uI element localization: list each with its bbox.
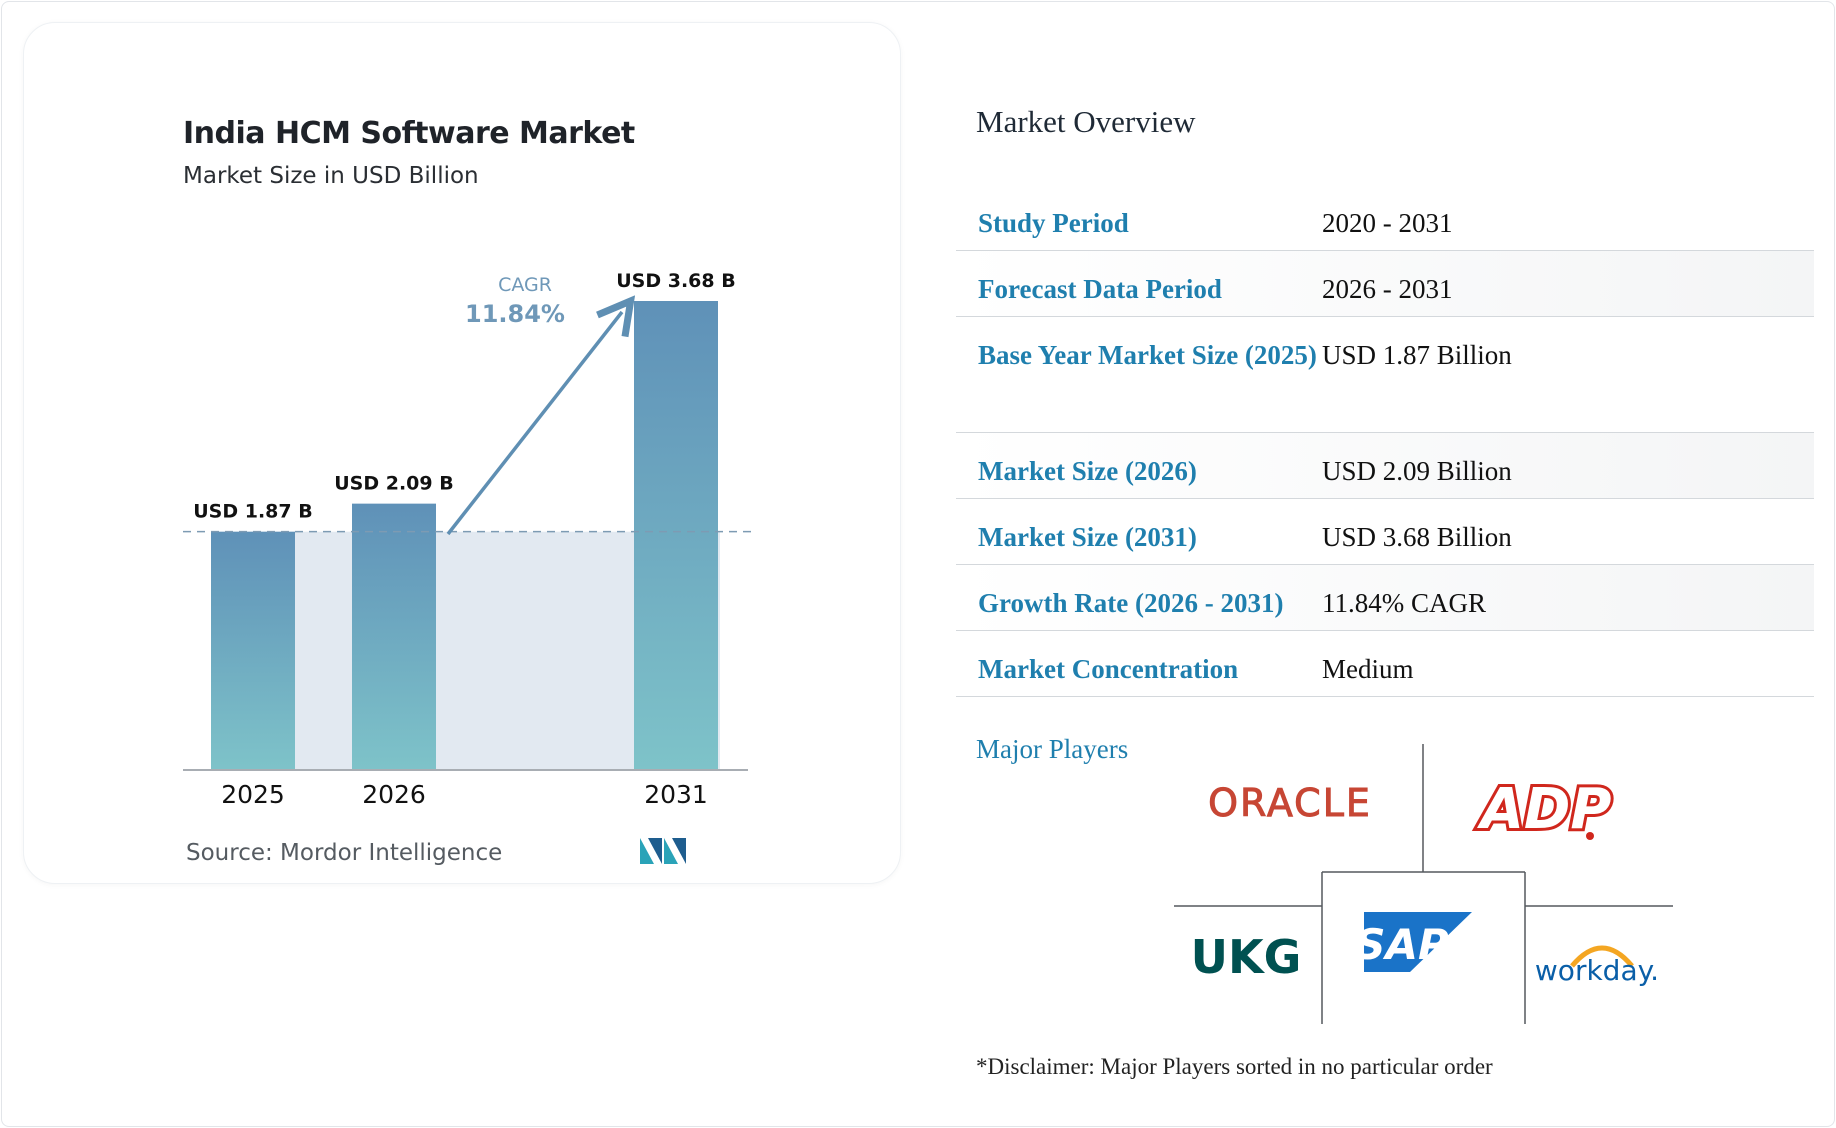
svg-text:SAP: SAP (1355, 920, 1449, 969)
overview-value: 2020 - 2031 (1322, 208, 1453, 238)
bar-2031 (634, 301, 718, 770)
oracle-logo: ORACLE (1208, 781, 1372, 825)
market-overview-table: Study Period 2020 - 2031 Forecast Data Per… (956, 198, 1814, 697)
bar-2026 (352, 503, 436, 770)
overview-value: 2026 - 2031 (1322, 274, 1453, 304)
value-label-2026: USD 2.09 B (334, 473, 453, 495)
overview-label: Study Period (978, 208, 1129, 238)
major-players-grid: ORACLE ADP UKG SAP workday. (1174, 744, 1673, 1024)
chart-source: Source: Mordor Intelligence (186, 840, 503, 866)
major-players-title: Major Players (976, 734, 1129, 764)
svg-text:workday.: workday. (1535, 954, 1659, 987)
market-overview-title: Market Overview (976, 104, 1196, 139)
x-tick-label-2031: 2031 (644, 780, 708, 809)
disclaimer: *Disclaimer: Major Players sorted in no … (976, 1054, 1493, 1079)
svg-text:ADP: ADP (1477, 777, 1612, 842)
cagr-arrow (446, 312, 622, 536)
overview-value: 11.84% CAGR (1322, 588, 1487, 618)
overview-row: Market Concentration Medium (956, 631, 1814, 697)
overview-row: Market Size (2026) USD 2.09 Billion (956, 433, 1814, 499)
chart-title: India HCM Software Market (183, 116, 635, 151)
ukg-logo: UKG (1191, 930, 1302, 984)
adp-logo: ADP (1474, 774, 1615, 845)
x-tick-label-2026: 2026 (362, 780, 426, 809)
overview-label: Market Concentration (978, 654, 1239, 684)
cagr-label: CAGR (498, 274, 552, 296)
overview-row: Growth Rate (2026 - 2031) 11.84% CAGR (956, 565, 1814, 631)
overview-label: Market Size (2031) (978, 522, 1197, 552)
overview-row: Market Size (2031) USD 3.68 Billion (956, 499, 1814, 565)
overview-value: USD 3.68 Billion (1322, 522, 1512, 552)
value-label-2025: USD 1.87 B (193, 501, 312, 523)
overview-value: Medium (1322, 654, 1414, 684)
bar-chart: USD 1.87 B USD 2.09 B USD 3.68 B 2025 2026 20… (183, 270, 752, 809)
chart-subtitle: Market Size in USD Billion (183, 163, 479, 189)
bar-2025 (211, 531, 295, 770)
overview-row: Forecast Data Period 2026 - 2031 (956, 251, 1814, 317)
overview-row: Study Period 2020 - 2031 (956, 198, 1814, 251)
mordor-intelligence-logo (640, 838, 686, 864)
sap-logo: SAP (1355, 912, 1472, 972)
overview-value: USD 2.09 Billion (1322, 456, 1512, 486)
cagr-value: 11.84% (465, 300, 565, 328)
overview-value: USD 1.87 Billion (1322, 340, 1512, 370)
overview-label: Base Year Market Size (2025) (978, 340, 1317, 370)
workday-logo: workday. (1535, 945, 1659, 987)
value-label-2031: USD 3.68 B (616, 270, 735, 292)
x-tick-label-2025: 2025 (221, 780, 285, 809)
overview-label: Growth Rate (2026 - 2031) (978, 588, 1284, 618)
overview-label: Market Size (2026) (978, 456, 1197, 486)
overview-row: Base Year Market Size (2025) USD 1.87 Bil… (956, 317, 1814, 433)
overview-label: Forecast Data Period (978, 274, 1222, 304)
